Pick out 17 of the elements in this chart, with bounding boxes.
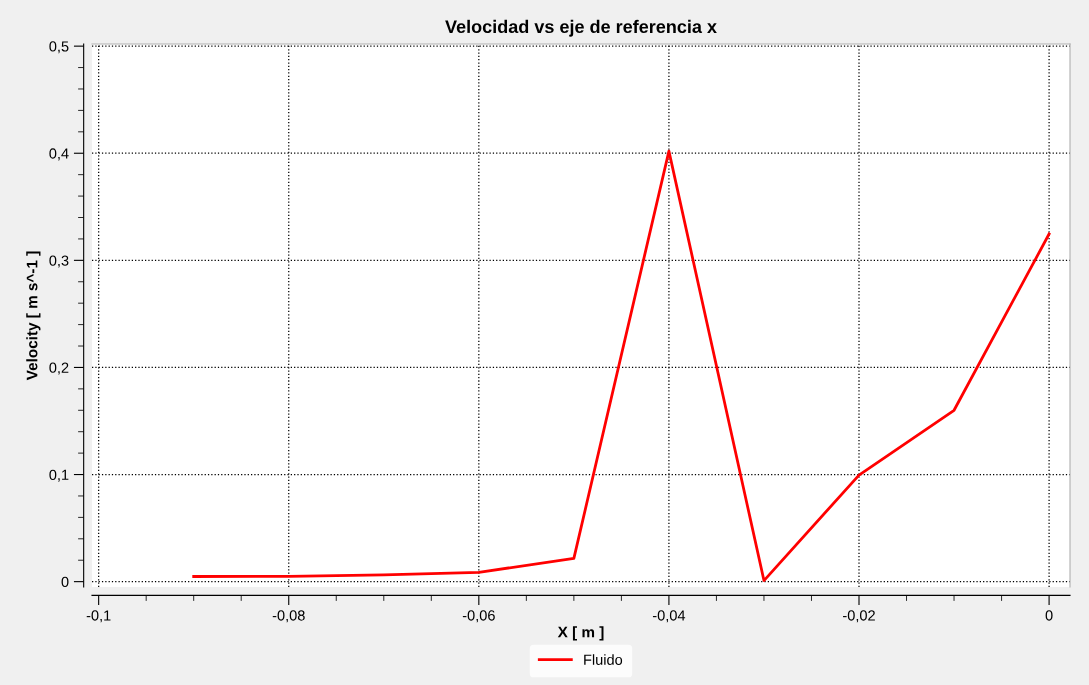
line-series — [192, 149, 1051, 582]
y-tick-label: 0,3 — [49, 255, 69, 268]
x-tick-label: 0 — [1045, 610, 1053, 621]
x-tick-label: -0,06 — [462, 610, 495, 623]
y-axis-title: Velocity [ m s^-1 ] — [26, 251, 41, 381]
y-tick-label: 0,2 — [49, 362, 69, 375]
x-tick-label: -0,02 — [843, 610, 875, 623]
y-tick-label: 0,1 — [49, 469, 69, 482]
x-tick-label: -0,1 — [86, 610, 111, 623]
x-tick-label: -0,08 — [272, 610, 305, 623]
y-tick-label: 0 — [61, 576, 69, 588]
y-tick-label: 0,4 — [49, 148, 69, 161]
chart-title: Velocidad vs eje de referencia x — [445, 19, 717, 37]
x-axis-title: X [ m ] — [557, 626, 604, 641]
legend-label: Fluido — [584, 654, 623, 665]
x-tick-label: -0,04 — [652, 610, 686, 623]
y-tick-label: 0,5 — [49, 41, 69, 54]
